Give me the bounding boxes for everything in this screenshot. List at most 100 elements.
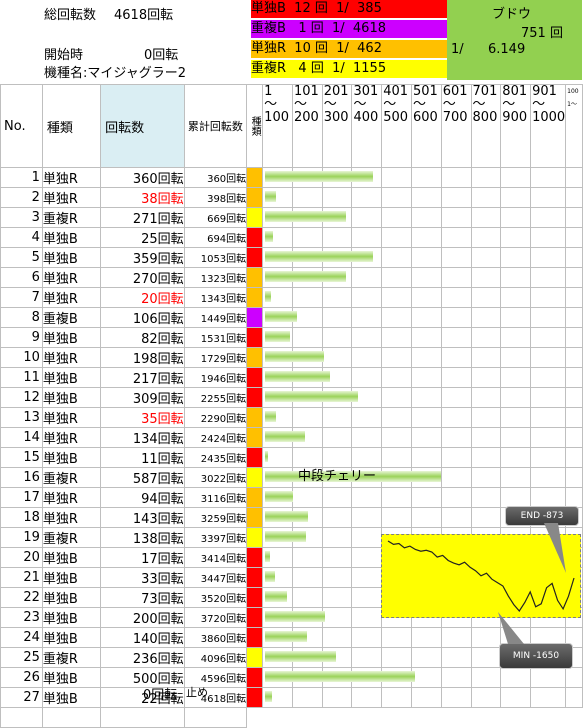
final-note: 止め [186,686,208,699]
range-cell [381,307,412,328]
spin-bar [265,211,346,222]
row-number: 25 [0,647,43,668]
range-end: 200 [293,110,319,125]
row-cumulative: 3116回転 [183,487,248,508]
row-number: 20 [0,547,43,568]
row-color-swatch [246,427,264,448]
range-cell [440,227,472,248]
range-start: 100 [567,88,579,95]
row-number: 22 [0,587,43,608]
range-cell [470,467,502,488]
spin-bar [265,351,324,362]
range-cell [470,347,502,368]
range-end: 1000 [532,110,566,125]
table-row: 4 単独B 25回転 694回転 [0,227,583,248]
range-cell [321,407,353,428]
grape-ratio: 6.149 [488,42,526,57]
row-spins: 360回転 [100,167,185,188]
row-type: 単独R [41,167,102,188]
row-number: 5 [0,247,43,268]
row-cumulative: 2435回転 [183,447,248,468]
row-spins: 33回転 [100,567,185,588]
summary-row-dup-big: 重複B 1 回 1/ 4618 [251,20,447,38]
range-cell [500,167,532,188]
range-cell [351,627,383,648]
row-spins: 35回転 [100,407,185,428]
range-cell [381,687,412,708]
row-type: 単独B [41,447,102,468]
range-cell [500,487,532,508]
range-cell [381,207,412,228]
range-cell [411,227,442,248]
summary-row-dup-reg: 重複R 4 回 1/ 1155 [251,60,447,78]
row-color-swatch [246,547,264,568]
range-cell [411,247,442,268]
spin-bar [265,611,325,622]
row-cumulative: 694回転 [183,227,248,248]
range-cell [291,587,323,608]
table-row: 15 単独B 11回転 2435回転 [0,447,583,468]
spin-bar [265,191,276,202]
spin-bar [265,431,305,442]
range-cell [411,207,442,228]
range-cell [351,507,383,528]
range-cell [565,467,583,488]
row-cumulative: 3259回転 [183,507,248,528]
range-cell [321,307,353,328]
row-cumulative: 1053回転 [183,247,248,268]
row-spins: 82回転 [100,327,185,348]
range-cell [411,327,442,348]
range-cell [470,267,502,288]
table-row: 13 単独R 35回転 2290回転 [0,407,583,428]
row-type: 単独R [41,287,102,308]
range-cell [291,187,323,208]
header-cumulative: 累計回転数 [183,84,248,168]
final-row-cell [247,708,263,728]
range-cell [351,427,383,448]
range-cell [530,447,567,468]
spin-bar [265,331,290,342]
row-number: 2 [0,187,43,208]
row-number: 8 [0,307,43,328]
range-cell [321,687,353,708]
range-cell [321,227,353,248]
row-type: 単独B [41,607,102,628]
start-value: 0回転 [144,48,179,63]
range-cell [500,467,532,488]
range-header-8: 701 〜 800 [470,84,502,168]
range-start: 901 [532,84,557,99]
range-sep: 〜 [472,97,486,112]
range-cell [440,647,472,668]
row-cumulative: 1343回転 [183,287,248,308]
range-cell [500,287,532,308]
row-number: 4 [0,227,43,248]
range-cell [530,347,567,368]
spin-bar [265,691,272,702]
row-spins: 236回転 [100,647,185,668]
row-number: 9 [0,327,43,348]
range-cell [440,347,472,368]
row-cumulative: 3022回転 [183,467,248,488]
range-cell [321,607,353,628]
final-row-cell [566,708,583,728]
row-color-swatch [246,207,264,228]
row-color-swatch [246,687,264,708]
range-cell [381,367,412,388]
row-cumulative: 3397回転 [183,527,248,548]
range-cell [470,287,502,308]
range-end: 700 [442,110,468,125]
range-cell [381,167,412,188]
table-row: 26 単独B 500回転 4596回転 [0,667,583,688]
range-cell [500,427,532,448]
range-start: 201 [323,84,349,99]
row-cumulative: 3414回転 [183,547,248,568]
spin-bar [265,271,346,282]
range-cell [565,667,583,688]
range-header-10: 901 〜 1000 [530,84,567,168]
row-color-swatch [246,187,264,208]
range-end: 300 [323,110,349,125]
range-cell [291,327,323,348]
end-callout: END -873 [505,506,579,526]
range-cell [440,447,472,468]
range-cell [500,447,532,468]
